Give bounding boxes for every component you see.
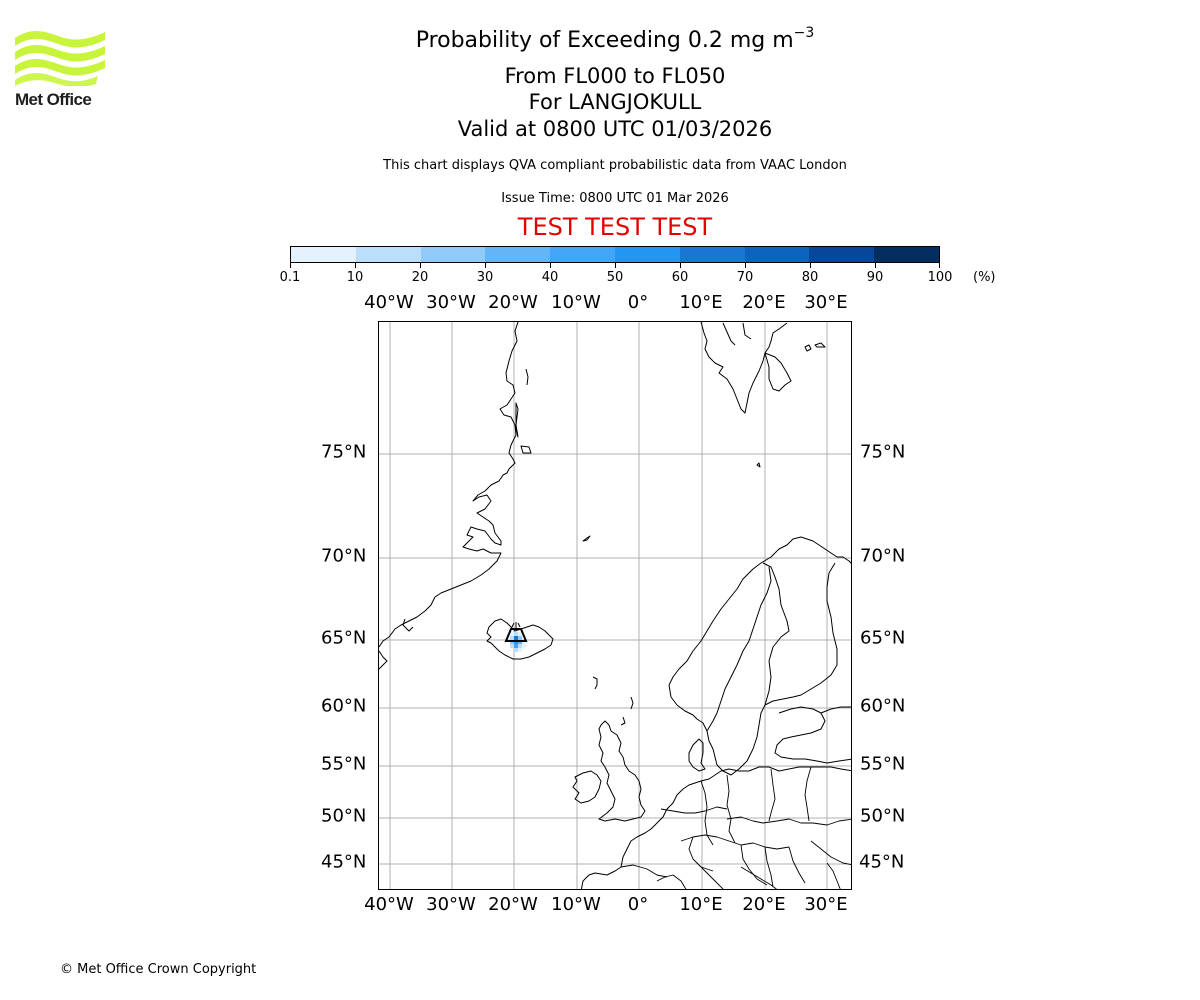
colorbar-tick	[680, 263, 681, 268]
met-office-waves-icon	[15, 31, 105, 86]
latitude-label: 45°N	[859, 851, 905, 873]
colorbar-tick	[290, 263, 291, 268]
longitude-label: 10°W	[551, 292, 601, 313]
copyright-footer: © Met Office Crown Copyright	[60, 962, 257, 977]
latitude-label: 75°N	[860, 441, 906, 463]
colorbar-tick	[550, 263, 551, 268]
source-note: This chart displays QVA compliant probab…	[383, 158, 847, 173]
level-range: From FL000 to FL050	[504, 64, 726, 88]
longitude-label: 20°W	[488, 292, 538, 313]
colorbar-tick-label: 30	[476, 270, 494, 285]
colorbar-tick-label: 0.1	[279, 270, 301, 285]
longitude-label: 10°E	[679, 894, 723, 915]
longitude-label: 40°W	[364, 292, 414, 313]
latitude-label: 45°N	[321, 851, 367, 873]
latitude-label: 65°N	[860, 627, 906, 649]
longitude-label: 20°W	[488, 894, 538, 915]
colorbar-tick-label: 90	[866, 270, 884, 285]
map-panel[interactable]	[378, 321, 852, 890]
colorbar-segment	[485, 247, 551, 262]
colorbar-tick	[355, 263, 356, 268]
title-superscript: −3	[793, 25, 815, 41]
met-office-logo: Met Office	[12, 28, 112, 114]
colorbar-tick	[875, 263, 876, 268]
latitude-label: 50°N	[860, 805, 906, 827]
colorbar-tick	[420, 263, 421, 268]
title-text: Probability of Exceeding 0.2 mg m	[415, 28, 794, 53]
europe-coast	[580, 766, 851, 889]
longitude-label: 40°W	[364, 894, 414, 915]
map-canvas	[379, 322, 851, 889]
longitude-label: 30°W	[426, 292, 476, 313]
colorbar-segment	[679, 247, 745, 262]
longitude-label: 30°E	[804, 292, 848, 313]
colorbar-unit: (%)	[973, 270, 996, 285]
colorbar-tick-label: 70	[736, 270, 754, 285]
country-borders	[620, 766, 851, 889]
colorbar-segment	[809, 247, 875, 262]
colorbar-tick-label: 40	[541, 270, 559, 285]
colorbar-tick-label: 100	[927, 270, 953, 285]
colorbar-tick-label: 10	[346, 270, 364, 285]
colorbar-tick	[615, 263, 616, 268]
colorbar-segment	[291, 247, 356, 262]
longitude-label: 10°E	[679, 292, 723, 313]
ireland-coast	[572, 770, 602, 804]
latitude-label: 55°N	[321, 753, 367, 775]
latitude-label: 60°N	[321, 695, 367, 717]
colorbar-segment	[874, 247, 939, 262]
coastlines	[379, 322, 851, 889]
svalbard-coast	[700, 322, 788, 414]
longitude-label: 10°W	[551, 894, 601, 915]
colorbar-tick	[939, 263, 940, 268]
latitude-label: 60°N	[860, 695, 906, 717]
chart-title: Probability of Exceeding 0.2 mg m−3	[0, 25, 1200, 53]
probability-colorbar	[290, 246, 940, 263]
scandinavia-coast	[668, 536, 851, 686]
colorbar-segment	[420, 247, 486, 262]
colorbar-tick-label: 80	[801, 270, 819, 285]
colorbar-tick	[745, 263, 746, 268]
longitude-label: 0°	[627, 894, 649, 915]
longitude-label: 30°W	[426, 894, 476, 915]
test-banner: TEST TEST TEST	[517, 213, 713, 241]
valid-time: Valid at 0800 UTC 01/03/2026	[457, 117, 773, 141]
colorbar-tick-label: 20	[411, 270, 429, 285]
logo-wordmark: Met Office	[15, 90, 92, 109]
colorbar-tick	[810, 263, 811, 268]
latitude-label: 75°N	[321, 441, 367, 463]
colorbar-segment	[744, 247, 810, 262]
issue-time: Issue Time: 0800 UTC 01 Mar 2026	[501, 191, 729, 206]
latitude-label: 55°N	[860, 753, 906, 775]
colorbar-tick-label: 50	[606, 270, 624, 285]
latitude-label: 65°N	[321, 627, 367, 649]
greenland-coast	[379, 322, 519, 648]
longitude-label: 20°E	[742, 894, 786, 915]
latitude-label: 50°N	[321, 805, 367, 827]
colorbar-tick	[485, 263, 486, 268]
latitude-label: 70°N	[860, 545, 906, 567]
colorbar-segment	[614, 247, 680, 262]
colorbar-segment	[355, 247, 421, 262]
graticule	[379, 322, 851, 889]
longitude-label: 0°	[627, 292, 649, 313]
volcano-name: For LANGJOKULL	[528, 90, 702, 114]
longitude-label: 30°E	[804, 894, 848, 915]
longitude-label: 20°E	[742, 292, 786, 313]
colorbar-segment	[550, 247, 615, 262]
volcano-marker-icon[interactable]	[504, 622, 528, 642]
colorbar-tick-label: 60	[671, 270, 689, 285]
great-britain-coast	[598, 720, 646, 822]
latitude-label: 70°N	[321, 545, 367, 567]
